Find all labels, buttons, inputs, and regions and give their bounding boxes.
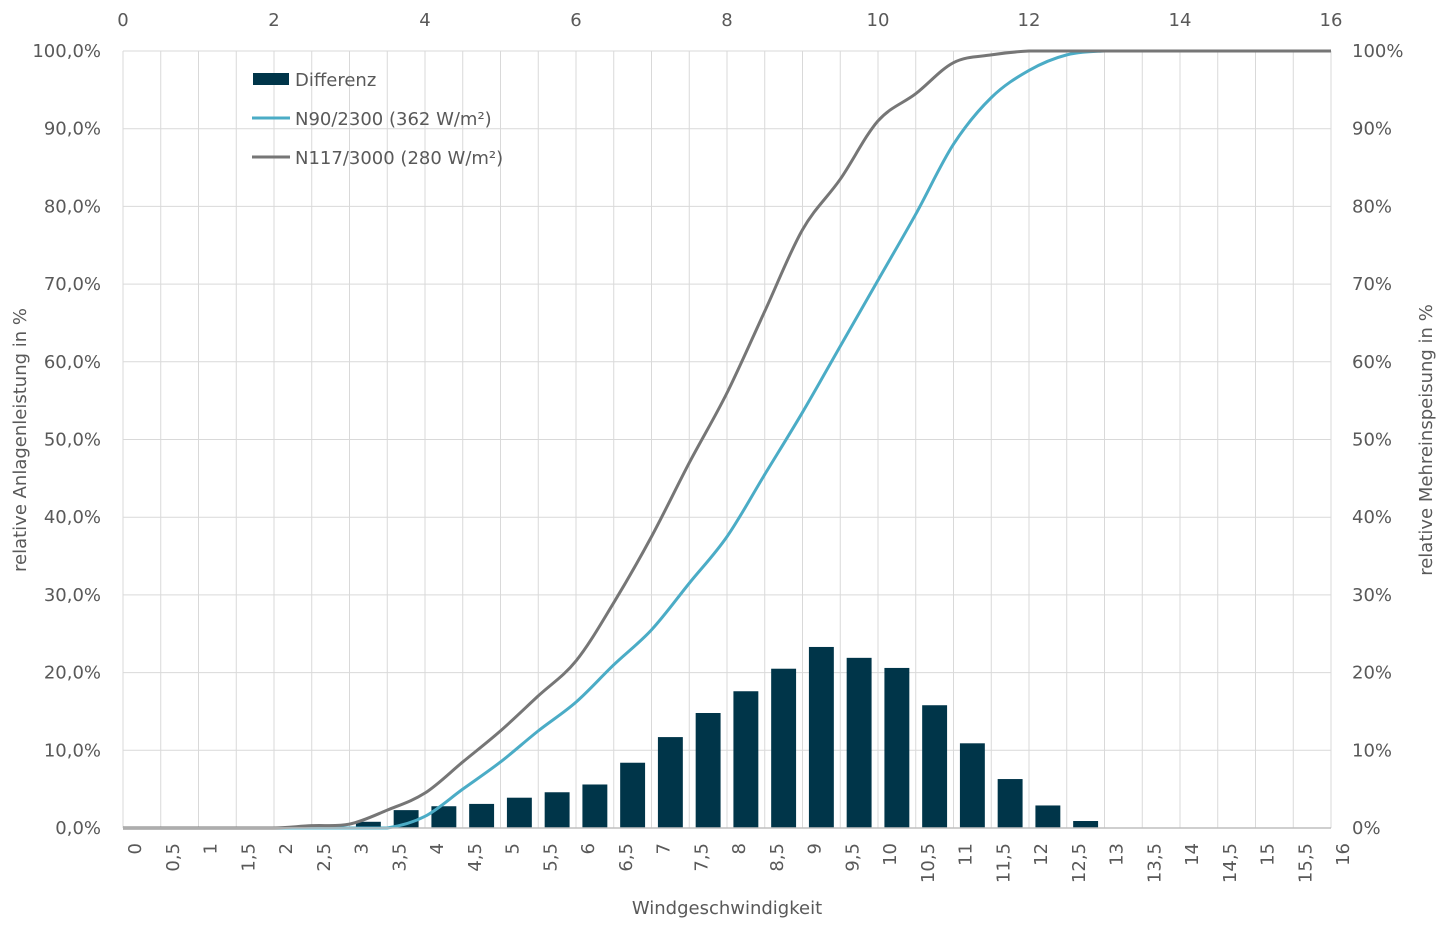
x-category-label: 11	[956, 843, 977, 866]
x-category-label: 9	[805, 843, 826, 854]
bar-differenz	[922, 705, 948, 828]
y-right-tick-label: 30%	[1352, 585, 1392, 606]
bar-differenz	[808, 646, 834, 828]
y-left-tick-label: 40,0%	[44, 507, 101, 528]
x-category-label: 6,5	[616, 843, 637, 872]
bar-differenz	[771, 668, 797, 828]
y-left-tick-label: 80,0%	[44, 196, 101, 217]
x-category-label: 15,5	[1295, 843, 1316, 883]
x-category-label: 0	[125, 843, 146, 854]
x-top-tick-label: 8	[721, 10, 732, 31]
y-left-tick-label: 20,0%	[44, 663, 101, 684]
x-axis-title: Windgeschwindigkeit	[632, 898, 822, 919]
bar-differenz	[393, 810, 419, 828]
x-category-label: 7,5	[691, 843, 712, 872]
y-right-tick-label: 80%	[1352, 196, 1392, 217]
x-category-label: 16	[1333, 843, 1354, 866]
y-right-tick-label: 20%	[1352, 663, 1392, 684]
bar-differenz	[733, 691, 759, 828]
x-top-tick-label: 4	[419, 10, 430, 31]
bar-differenz	[469, 803, 495, 828]
x-category-label: 10,5	[918, 843, 939, 883]
y-left-tick-label: 70,0%	[44, 274, 101, 295]
x-category-label: 13,5	[1144, 843, 1165, 883]
y-right-tick-label: 100%	[1352, 41, 1403, 62]
x-category-label: 14	[1182, 843, 1203, 866]
y-right-tick-label: 90%	[1352, 119, 1392, 140]
x-category-label: 0,5	[163, 843, 184, 872]
x-category-label: 11,5	[993, 843, 1014, 883]
x-category-label: 4,5	[465, 843, 486, 872]
x-category-label: 10	[880, 843, 901, 866]
x-top-tick-label: 6	[570, 10, 581, 31]
x-category-label: 4	[427, 843, 448, 854]
y-left-tick-label: 90,0%	[44, 119, 101, 140]
bar-differenz	[582, 784, 608, 828]
bar-differenz	[431, 806, 457, 828]
x-category-label: 3	[352, 843, 373, 854]
y-right-tick-label: 60%	[1352, 352, 1392, 373]
legend-label-differenz: Differenz	[295, 70, 376, 91]
differenz-bars	[355, 646, 1099, 828]
bar-differenz	[620, 762, 646, 828]
legend: Differenz N90/2300 (362 W/m²) N117/3000 …	[252, 70, 503, 169]
grid-lines	[122, 50, 1332, 828]
y-right-tick-label: 10%	[1352, 740, 1392, 761]
line-n117	[122, 49, 1331, 830]
legend-label-n117: N117/3000 (280 W/m²)	[295, 148, 503, 169]
x-category-label: 8	[729, 843, 750, 854]
y-left-tick-label: 0,0%	[55, 818, 101, 839]
x-top-tick-label: 14	[1169, 10, 1192, 31]
x-top-tick-label: 16	[1320, 10, 1343, 31]
x-category-label: 1	[201, 843, 222, 854]
x-category-label: 5	[503, 843, 524, 854]
bar-differenz	[1073, 821, 1099, 828]
x-category-label: 9,5	[842, 843, 863, 872]
legend-label-n90: N90/2300 (362 W/m²)	[295, 109, 492, 130]
x-category-label: 12	[1031, 843, 1052, 866]
y-left-tick-label: 10,0%	[44, 740, 101, 761]
bar-differenz	[884, 667, 910, 828]
y-left-tick-label: 100,0%	[32, 41, 101, 62]
axes: 0,0% 0%10,0% 10%20,0% 20%30,0% 30%40,0% 40%50…	[32, 10, 1403, 883]
x-top-tick-label: 0	[117, 10, 128, 31]
y-left-tick-label: 30,0%	[44, 585, 101, 606]
x-category-label: 3,5	[389, 843, 410, 872]
x-category-label: 12,5	[1069, 843, 1090, 883]
y-axis-left-title: relative Anlagenleistung in %	[10, 308, 31, 572]
x-category-label: 7	[654, 843, 675, 854]
bar-differenz	[997, 779, 1023, 828]
y-right-tick-label: 0%	[1352, 818, 1381, 839]
x-category-label: 2	[276, 843, 297, 854]
bar-differenz	[846, 657, 872, 828]
legend-swatch-differenz	[253, 73, 289, 85]
x-category-label: 5,5	[540, 843, 561, 872]
x-category-label: 8,5	[767, 843, 788, 872]
x-category-label: 2,5	[314, 843, 335, 872]
x-top-tick-label: 10	[867, 10, 890, 31]
x-top-tick-label: 2	[268, 10, 279, 31]
bar-differenz	[1035, 805, 1061, 828]
bar-differenz	[355, 821, 381, 828]
x-category-label: 13	[1107, 843, 1128, 866]
x-category-label: 14,5	[1220, 843, 1241, 883]
x-top-tick-label: 12	[1018, 10, 1041, 31]
y-left-tick-label: 50,0%	[44, 430, 101, 451]
bar-differenz	[544, 792, 570, 828]
bar-differenz	[959, 743, 985, 828]
y-axis-right-title: relative Mehreinspeisung in %	[1416, 304, 1437, 576]
bar-differenz	[695, 713, 721, 828]
y-left-tick-label: 60,0%	[44, 352, 101, 373]
bar-differenz	[657, 737, 683, 828]
bar-differenz	[506, 797, 532, 828]
x-category-label: 6	[578, 843, 599, 854]
x-category-label: 1,5	[238, 843, 259, 872]
x-category-label: 15	[1258, 843, 1279, 866]
y-right-tick-label: 40%	[1352, 507, 1392, 528]
y-right-tick-label: 50%	[1352, 430, 1392, 451]
y-right-tick-label: 70%	[1352, 274, 1392, 295]
